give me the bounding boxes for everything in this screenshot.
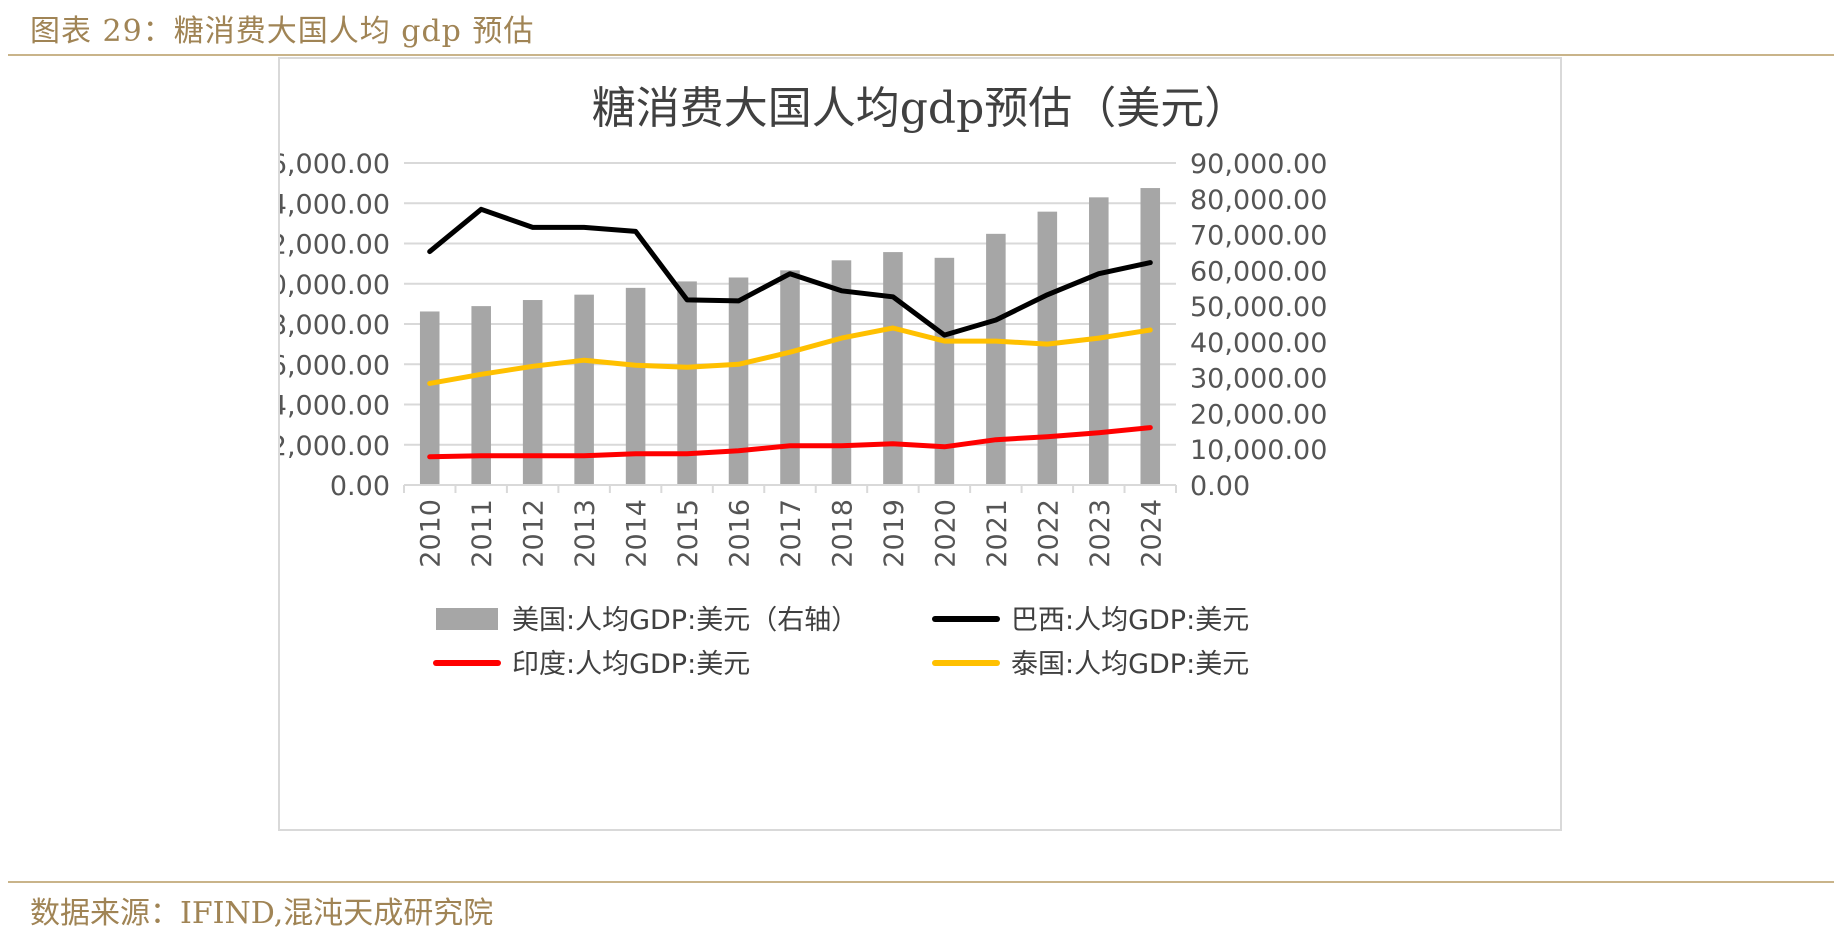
x-tick-label: 2018 [827, 499, 858, 568]
y-right-tick-label: 20,000.00 [1190, 399, 1327, 430]
bar-usa [1140, 188, 1161, 486]
legend-label: 美国:人均GDP:美元（右轴） [512, 605, 858, 636]
y-left-tick-label: 12,000.00 [280, 230, 390, 261]
bar-usa [831, 260, 852, 485]
bar-usa [1037, 211, 1058, 485]
line-series [427, 206, 1153, 460]
x-tick-label: 2024 [1136, 499, 1167, 568]
figure-caption: 图表 29：糖消费大国人均 gdp 预估 [30, 14, 535, 49]
x-tick-label: 2012 [519, 499, 550, 568]
bar-usa [574, 294, 594, 485]
bar-usa [677, 281, 697, 485]
x-tick-label: 2014 [622, 499, 653, 568]
bar-usa [934, 257, 955, 485]
bar-usa [780, 270, 800, 485]
legend-label: 巴西:人均GDP:美元 [1011, 605, 1249, 636]
y-right-tick-label: 60,000.00 [1190, 256, 1327, 287]
legend-label: 泰国:人均GDP:美元 [1011, 649, 1249, 680]
x-tick-label: 2020 [930, 499, 961, 568]
legend-label: 印度:人均GDP:美元 [512, 649, 750, 680]
bar-series-usa [419, 188, 1161, 486]
y-right-tick-label: 80,000.00 [1190, 185, 1327, 216]
y-left-tick-label: 2,000.00 [280, 431, 390, 462]
line-brazil [427, 206, 1153, 338]
y-left-tick-label: 16,000.00 [280, 149, 390, 180]
y-right-tick-label: 90,000.00 [1190, 149, 1327, 180]
chart-frame: 糖消费大国人均gdp预估（美元） 0.00 2,000.00 4,000.00 6,0… [278, 57, 1562, 831]
bar-usa [883, 252, 903, 485]
chart-title: 糖消费大国人均gdp预估（美元） [592, 83, 1249, 134]
y-right-tick-label: 10,000.00 [1190, 435, 1327, 466]
y-left-tick-label: 4,000.00 [280, 391, 390, 422]
line-india [427, 425, 1153, 460]
y-right-tick-label: 30,000.00 [1190, 364, 1327, 395]
bar-usa [522, 300, 543, 485]
y-right-tick-label: 40,000.00 [1190, 328, 1327, 359]
footer-divider [8, 881, 1834, 883]
y-left-tick-label: 8,000.00 [280, 310, 390, 341]
y-left-tick-label: 10,000.00 [280, 270, 390, 301]
axes: 0.00 2,000.00 4,000.00 6,000.00 8,000.00 10,0… [280, 149, 1327, 568]
x-tick-label: 2023 [1085, 499, 1116, 568]
bar-usa [1089, 197, 1109, 485]
line-thailand [427, 325, 1153, 386]
x-tick-label: 2010 [416, 499, 447, 568]
x-tick-label: 2011 [467, 499, 498, 568]
x-tick-label: 2015 [673, 499, 704, 568]
y-left-tick-label: 14,000.00 [280, 189, 390, 220]
bar-usa [728, 277, 749, 485]
data-source: 数据来源：IFIND,混沌天成研究院 [30, 896, 494, 931]
x-tick-label: 2013 [570, 499, 601, 568]
x-tick-label: 2016 [725, 499, 756, 568]
y-right-tick-label: 50,000.00 [1190, 292, 1327, 323]
x-tick-label: 2019 [879, 499, 910, 568]
x-tick-label: 2022 [1033, 499, 1064, 568]
bar-usa [625, 287, 646, 485]
x-tick-label: 2021 [982, 499, 1013, 568]
bar-usa [471, 306, 491, 485]
y-left-tick-label: 0.00 [330, 471, 390, 502]
bar-usa [986, 233, 1006, 485]
x-tick-label: 2017 [776, 499, 807, 568]
y-right-tick-label: 70,000.00 [1190, 221, 1327, 252]
header-divider [8, 54, 1834, 56]
legend-swatch-usa [436, 608, 498, 630]
y-left-tick-label: 6,000.00 [280, 350, 390, 381]
chart-svg: 糖消费大国人均gdp预估（美元） 0.00 2,000.00 4,000.00 6,0… [280, 83, 1327, 680]
bar-usa [419, 311, 440, 485]
y-right-tick-label: 0.00 [1190, 471, 1250, 502]
